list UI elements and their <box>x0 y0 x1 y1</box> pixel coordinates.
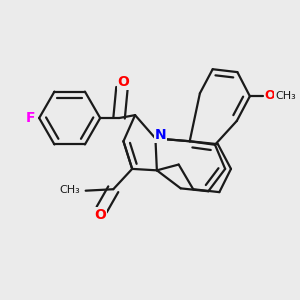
Text: CH₃: CH₃ <box>275 91 296 101</box>
Text: F: F <box>26 111 35 125</box>
Text: O: O <box>264 89 275 102</box>
Text: N: N <box>155 128 167 142</box>
Text: CH₃: CH₃ <box>59 185 80 195</box>
Text: O: O <box>94 208 106 222</box>
Text: O: O <box>118 75 129 89</box>
